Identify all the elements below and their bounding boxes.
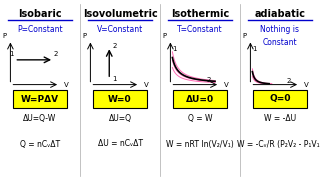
Text: ΔU=Q: ΔU=Q xyxy=(108,114,132,123)
Text: Isothermic: Isothermic xyxy=(171,9,229,19)
Text: W = -ΔU: W = -ΔU xyxy=(264,114,296,123)
Text: V=Constant: V=Constant xyxy=(97,25,143,34)
FancyBboxPatch shape xyxy=(173,90,227,107)
Text: Constant: Constant xyxy=(263,38,297,47)
Text: P: P xyxy=(163,33,167,39)
Text: 1: 1 xyxy=(9,51,13,57)
Text: T=Constant: T=Constant xyxy=(177,25,223,34)
Text: V: V xyxy=(144,82,148,88)
Text: 1: 1 xyxy=(252,46,257,53)
Text: ΔU=Q-W: ΔU=Q-W xyxy=(23,114,57,123)
Text: V: V xyxy=(304,82,308,88)
Text: V: V xyxy=(224,82,228,88)
Text: 1: 1 xyxy=(172,46,177,53)
Text: Q = W: Q = W xyxy=(188,114,212,123)
Text: ΔU = nCᵥΔT: ΔU = nCᵥΔT xyxy=(98,140,142,148)
Text: 1: 1 xyxy=(112,76,117,82)
Text: 2: 2 xyxy=(112,43,117,49)
FancyBboxPatch shape xyxy=(13,90,67,107)
Text: 2: 2 xyxy=(286,78,291,84)
Text: W = nRT ln(V₂/V₁): W = nRT ln(V₂/V₁) xyxy=(166,140,234,148)
Text: W=0: W=0 xyxy=(108,94,132,103)
Text: Q=0: Q=0 xyxy=(269,94,291,103)
Text: P: P xyxy=(3,33,7,39)
Text: 2: 2 xyxy=(53,51,58,57)
FancyBboxPatch shape xyxy=(93,90,147,107)
Text: W=PΔV: W=PΔV xyxy=(21,94,59,103)
Text: Isobaric: Isobaric xyxy=(18,9,62,19)
Text: V: V xyxy=(64,82,68,88)
Text: P: P xyxy=(83,33,87,39)
Text: ΔU=0: ΔU=0 xyxy=(186,94,214,103)
Text: W = -Cᵥ/R (P₂V₂ - P₁V₁): W = -Cᵥ/R (P₂V₂ - P₁V₁) xyxy=(237,140,320,148)
Text: adiabatic: adiabatic xyxy=(254,9,306,19)
FancyBboxPatch shape xyxy=(253,90,307,107)
Text: 2: 2 xyxy=(206,77,211,83)
Text: Isovolumetric: Isovolumetric xyxy=(83,9,157,19)
Text: P=Constant: P=Constant xyxy=(17,25,63,34)
Text: P: P xyxy=(243,33,247,39)
Text: Nothing is: Nothing is xyxy=(260,25,300,34)
Text: Q = nCᵥΔT: Q = nCᵥΔT xyxy=(20,140,60,148)
